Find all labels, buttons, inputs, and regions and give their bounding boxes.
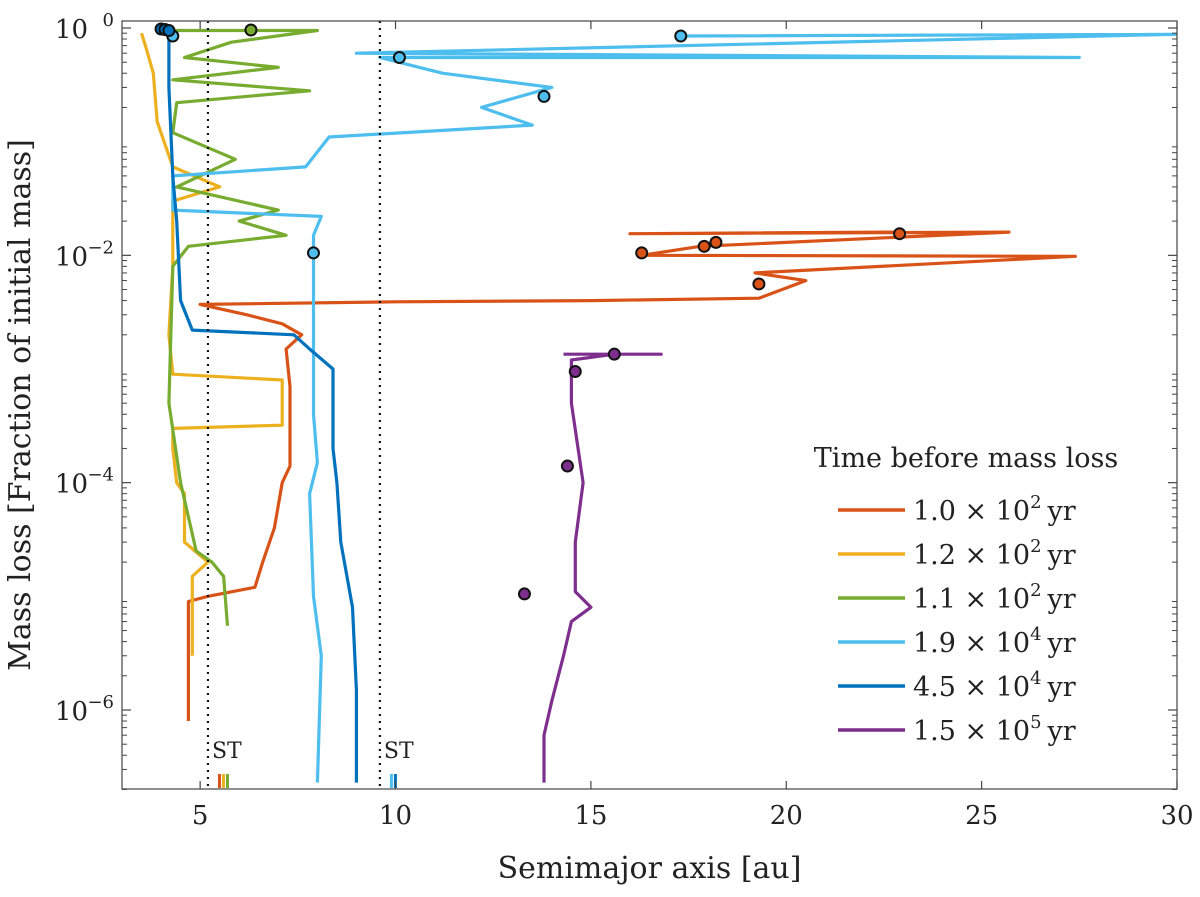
x-axis-label: Semimajor axis [au] (498, 851, 802, 886)
plot-frame (121, 20, 1178, 790)
legend-label-4: 4.5 × 104 yr (913, 668, 1076, 703)
series-marker-0-4 (752, 277, 766, 291)
markers-layer (154, 22, 907, 601)
series-marker-3-3 (674, 29, 688, 43)
legend-label-2: 1.1 × 102 yr (913, 580, 1076, 615)
legend-label-1: 1.2 × 102 yr (913, 536, 1076, 571)
y-axis-label: Mass loss [Fraction of initial mass] (3, 139, 38, 671)
axis-ticks: 5 10 15 20 25 30 10−6 10−4 10−2 10 0 (55, 10, 1194, 831)
series-marker-4-2 (162, 24, 176, 38)
series-marker-5-0 (517, 587, 531, 601)
series-marker-0-2 (709, 235, 723, 249)
legend-title: Time before mass loss (814, 443, 1118, 474)
legend-label-3: 1.9 × 104 yr (913, 624, 1076, 659)
series-line-4 (163, 28, 358, 783)
series-marker-2-0 (244, 23, 258, 37)
reference-line-label-1: ST (384, 739, 414, 764)
x-tick-label-3: 20 (770, 801, 803, 831)
reference-tick-0-2 (225, 774, 229, 788)
x-tick-label-5: 30 (1160, 801, 1193, 831)
x-tick-label-2: 15 (574, 801, 607, 831)
legend: Time before mass loss 1.0 × 102 yr 1.2 × 1… (814, 443, 1118, 747)
series-marker-5-1 (560, 459, 574, 473)
series-line-3 (171, 32, 1177, 783)
legend-label-0: 1.0 × 102 yr (913, 492, 1076, 527)
series-marker-3-1 (537, 89, 551, 103)
y-tick-label-0: 10−6 (55, 692, 114, 727)
x-tick-label-1: 10 (379, 801, 412, 831)
series-marker-0-1 (697, 239, 711, 253)
series-marker-5-2 (568, 365, 582, 379)
series-marker-0-3 (893, 227, 907, 241)
series-marker-3-0 (306, 246, 320, 260)
reference-line-label-0: ST (212, 739, 242, 764)
reference-tick-0-1 (221, 774, 225, 788)
reference-tick-1-0 (389, 774, 393, 788)
y-tick-label-2: 10−2 (55, 237, 114, 272)
x-tick-label-4: 25 (965, 801, 998, 831)
y-tick-label-3: 10 0 (55, 10, 114, 45)
y-tick-label-1: 10−4 (55, 465, 114, 500)
legend-label-5: 1.5 × 105 yr (913, 712, 1076, 747)
series-line-2 (167, 28, 319, 626)
series-marker-3-2 (392, 51, 406, 65)
reference-tick-0-0 (217, 774, 221, 788)
series-marker-0-0 (635, 246, 649, 260)
series-line-5 (542, 352, 663, 783)
reference-lines: ST ST (206, 21, 414, 789)
x-tick-label-0: 5 (192, 801, 209, 831)
series-marker-5-3 (607, 347, 621, 361)
series-line-1 (139, 32, 284, 656)
